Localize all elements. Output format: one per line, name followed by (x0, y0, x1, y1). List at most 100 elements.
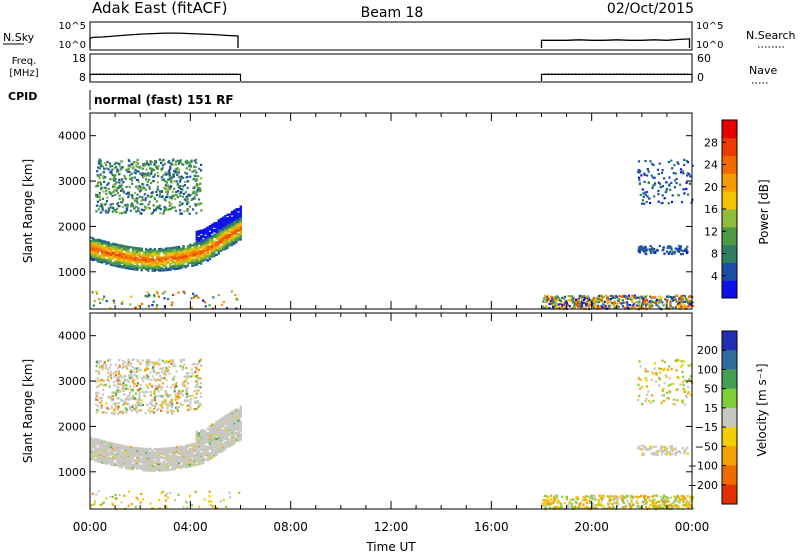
velocity-upper-cell-501 (115, 370, 118, 373)
cpid-label: CPID (8, 90, 37, 103)
power-clutter-cell-336 (658, 300, 662, 303)
power-band-cell (109, 256, 113, 260)
power-clutter-cell-234 (680, 295, 683, 298)
power-upper-cell-542 (119, 184, 122, 188)
velocity-band-cell (147, 454, 150, 457)
power-late-band-cell-36 (685, 247, 688, 250)
power-upper-cell-434 (168, 159, 171, 163)
power-clutter-cell-410 (633, 294, 636, 297)
velocity-band-cell (217, 446, 220, 449)
power-upper-cell-346 (115, 189, 118, 192)
power-band-cell (109, 253, 113, 256)
power-late-upper-cell-60 (688, 182, 691, 185)
power-late-band-cell-77 (684, 250, 687, 253)
velocity-late-upper-cell-53 (639, 387, 642, 390)
velocity-band-cell (151, 458, 154, 461)
velocity-band-cell (224, 446, 227, 450)
power-band-cell (189, 261, 192, 265)
power-band-cell (195, 246, 198, 249)
velocity-late-upper-cell-101 (658, 367, 661, 370)
velocity-band-cell (145, 454, 148, 457)
power-upper-cell-398 (123, 174, 126, 178)
power-band-cell (186, 246, 190, 249)
power-band-cell (233, 226, 236, 229)
velocity-upper-cell-96 (199, 392, 202, 395)
velocity-late-band-cell-33 (674, 447, 677, 450)
power-band-cell (90, 240, 93, 243)
velocity-upper-cell-124 (199, 386, 202, 389)
power-band-cell (186, 253, 190, 256)
velocity-upper-cell-574 (138, 396, 141, 399)
velocity-band-cell (213, 434, 216, 437)
power-late-upper-cell-48 (667, 202, 670, 205)
velocity-band-cell (145, 463, 148, 466)
velocity-band-cell (92, 444, 95, 447)
power-clutter-cell-346 (586, 303, 589, 307)
power-upper-cell-522 (188, 168, 191, 171)
velocity-upper-cell-151 (153, 392, 156, 395)
velocity-late-band-cell-10 (654, 445, 657, 448)
power-band-cell (208, 225, 212, 228)
velocity-band-cell (235, 432, 238, 435)
velocity-upper-cell-383 (165, 359, 168, 363)
power-upper-cell-104 (128, 185, 131, 188)
power-upper-cell-289 (118, 194, 121, 197)
power-band-cell (182, 250, 185, 253)
power-band-cell (167, 255, 170, 258)
velocity-upper-cell-294 (191, 363, 194, 366)
power-clutter-cell-141 (613, 300, 616, 303)
power-early-clutter-cell-26 (171, 301, 174, 304)
power-upper-cell-599 (194, 169, 197, 172)
power-clutter-cell-315 (658, 298, 661, 301)
velocity-upper-cell-241 (194, 370, 197, 374)
velocity-upper-cell-89 (199, 358, 202, 361)
velocity-band-cell (197, 434, 201, 437)
power-band-cell (204, 227, 207, 231)
velocity-upper-cell-0 (125, 402, 128, 405)
frequency-panel: Freq. [MHz] 18 8 60 0 Nave (9, 52, 777, 84)
power-clutter-cell-481 (582, 301, 585, 304)
velocity-upper-cell-112 (154, 379, 157, 382)
power-upper-cell-447 (183, 198, 186, 201)
velocity-band-cell (173, 454, 176, 457)
power-late-band-cell-48 (671, 250, 674, 253)
velocity-upper-cell-601 (193, 362, 196, 365)
velocity-upper-cell-406 (170, 405, 173, 409)
velocity-upper-cell-92 (135, 367, 138, 370)
velocity-upper-cell-219 (106, 378, 109, 381)
velocity-upper-cell-459 (166, 407, 169, 410)
velocity-band-cell (120, 454, 124, 458)
power-upper-cell-568 (155, 161, 158, 164)
velocity-band-cell (151, 461, 154, 464)
power-band-cell (140, 264, 143, 267)
velocity-upper-cell-348 (129, 364, 132, 367)
power-upper-cell-105 (191, 170, 194, 173)
power-early-clutter-cell-56 (93, 300, 96, 303)
velocity-late-band-cell-58 (666, 451, 669, 454)
power-clutter-cell-201 (669, 306, 673, 309)
power-upper-cell-502 (96, 174, 99, 177)
velocity-upper-cell-300 (165, 391, 168, 394)
power-clutter-cell-298 (661, 301, 664, 304)
power-band-cell (206, 231, 209, 234)
power-late-upper-cell-39 (668, 176, 671, 179)
power-band-cell (191, 262, 194, 265)
power-band-cell (167, 257, 170, 260)
velocity-late-upper-cell-111 (668, 390, 671, 393)
power-upper-cell-9 (198, 167, 201, 170)
noise-sky-segment-0 (89, 32, 239, 48)
velocity-band-cell (140, 457, 143, 460)
power-upper-cell-430 (128, 170, 131, 173)
power-early-clutter-cell-11 (121, 300, 124, 303)
power-clutter-cell-409 (682, 300, 685, 303)
power-band-cell (228, 221, 231, 224)
power-band-cell (204, 255, 207, 258)
power-band-cell (239, 215, 242, 219)
velocity-band-cell (116, 456, 119, 459)
power-band-cell (153, 248, 157, 251)
power-late-upper-cell-56 (686, 193, 690, 196)
power-band-cell (131, 260, 135, 263)
velocity-upper-cell-584 (136, 377, 139, 380)
power-upper-cell-268 (116, 207, 119, 210)
velocity-band-cell (98, 453, 102, 457)
